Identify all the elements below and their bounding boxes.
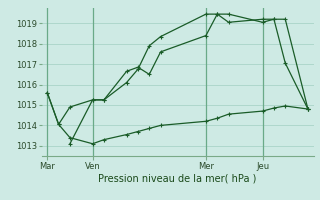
X-axis label: Pression niveau de la mer( hPa ): Pression niveau de la mer( hPa ) xyxy=(99,173,257,183)
